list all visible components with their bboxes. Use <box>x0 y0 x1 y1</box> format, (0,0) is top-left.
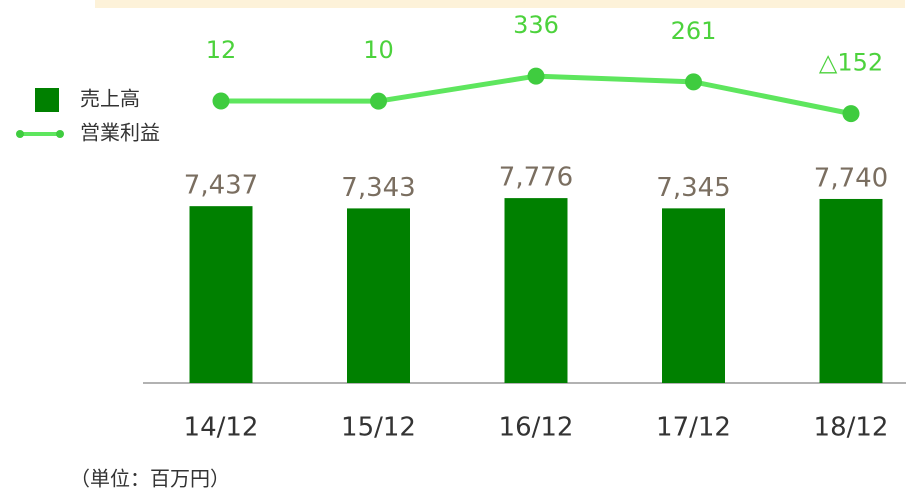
bar <box>504 198 568 383</box>
unit-note: （単位：百万円） <box>70 467 230 491</box>
x-tick-label: 14/12 <box>184 413 259 443</box>
bar-value-label: 7,345 <box>656 173 730 203</box>
line-point <box>842 105 860 123</box>
bar-value-label: 7,343 <box>341 173 415 203</box>
bar <box>347 208 410 383</box>
x-tick-label: 17/12 <box>656 413 731 443</box>
line-point <box>685 73 702 91</box>
bar <box>819 198 883 383</box>
x-tick-label: 16/12 <box>499 413 574 443</box>
legend-dot <box>56 130 64 138</box>
bar-value-label: 7,776 <box>499 163 573 193</box>
x-tick-label: 18/12 <box>814 413 889 443</box>
line-point <box>370 92 387 110</box>
bar-value-label: 7,740 <box>814 163 888 193</box>
line-value-label: 10 <box>363 36 394 64</box>
line-point <box>527 67 545 85</box>
line-value-label: △152 <box>819 49 883 77</box>
line-point <box>212 92 230 110</box>
line-value-label: 336 <box>513 11 559 39</box>
legend-label: 営業利益 <box>80 121 160 145</box>
bar-value-label: 7,437 <box>184 171 258 201</box>
line-value-label: 261 <box>671 17 717 45</box>
line-value-label: 12 <box>206 36 237 64</box>
header-band <box>95 0 905 8</box>
bar <box>189 206 253 383</box>
legend-label: 売上高 <box>80 87 140 111</box>
bar <box>662 208 725 383</box>
x-tick-label: 15/12 <box>341 413 416 443</box>
legend-dot <box>16 130 24 138</box>
legend-swatch <box>35 88 59 112</box>
